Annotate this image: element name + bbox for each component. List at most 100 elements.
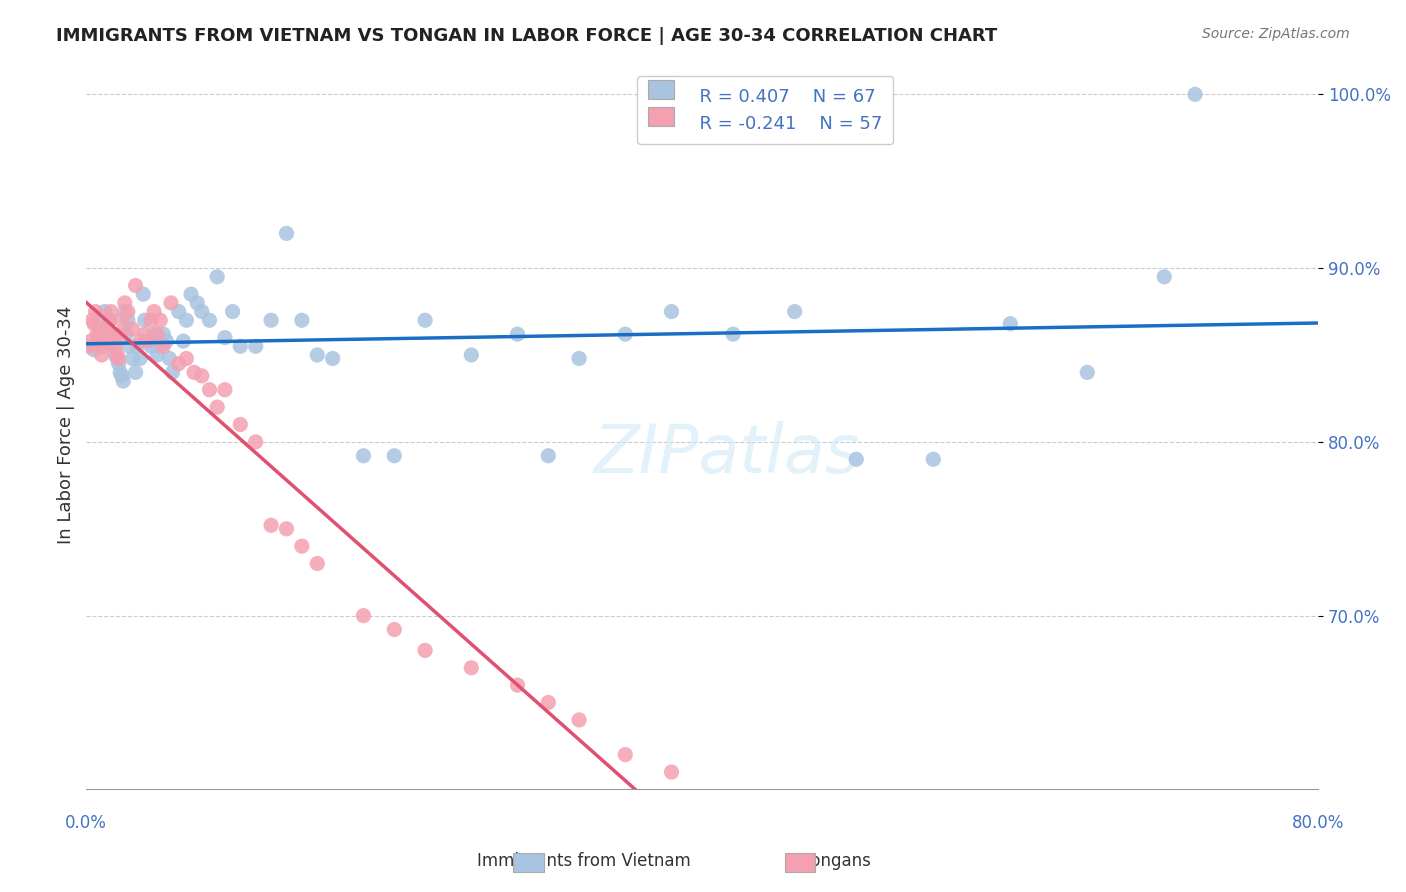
- Point: [191, 304, 214, 318]
- Point: [721, 327, 744, 342]
- Point: [180, 287, 202, 301]
- Point: [115, 327, 138, 342]
- Point: [176, 313, 198, 327]
- Point: [245, 434, 267, 449]
- Point: [82, 313, 104, 327]
- Point: [1184, 87, 1206, 102]
- Point: [214, 383, 236, 397]
- Point: [98, 313, 121, 327]
- Point: [146, 348, 169, 362]
- Text: Immigrants from Vietnam: Immigrants from Vietnam: [477, 852, 690, 870]
- Point: [114, 296, 136, 310]
- Point: [91, 339, 114, 353]
- Point: [191, 368, 214, 383]
- Point: [614, 747, 637, 762]
- Point: [94, 334, 117, 348]
- Point: [291, 313, 314, 327]
- Point: [90, 327, 112, 342]
- Point: [460, 661, 482, 675]
- Point: [107, 351, 129, 366]
- Point: [117, 304, 139, 318]
- Point: [80, 334, 103, 348]
- Text: 0.0%: 0.0%: [65, 814, 107, 832]
- Point: [86, 327, 108, 342]
- Point: [1076, 365, 1098, 379]
- Text: Tongans: Tongans: [803, 852, 870, 870]
- Point: [162, 365, 184, 379]
- Point: [104, 348, 127, 362]
- Point: [117, 313, 139, 327]
- Point: [661, 764, 683, 779]
- Point: [413, 643, 436, 657]
- Point: [108, 327, 131, 342]
- Text: 80.0%: 80.0%: [1292, 814, 1344, 832]
- Point: [506, 678, 529, 692]
- Point: [139, 313, 162, 327]
- Point: [413, 313, 436, 327]
- Point: [214, 330, 236, 344]
- Point: [134, 313, 156, 327]
- Point: [155, 334, 177, 348]
- Point: [127, 339, 149, 353]
- Point: [124, 278, 146, 293]
- Point: [307, 557, 329, 571]
- Point: [506, 327, 529, 342]
- Point: [94, 304, 117, 318]
- Point: [79, 339, 101, 353]
- Point: [129, 334, 152, 348]
- Point: [84, 304, 107, 318]
- Point: [291, 539, 314, 553]
- Point: [103, 334, 125, 348]
- Point: [382, 623, 405, 637]
- Point: [114, 304, 136, 318]
- Point: [167, 357, 190, 371]
- Point: [229, 417, 252, 432]
- Point: [146, 327, 169, 342]
- Point: [568, 351, 591, 366]
- Point: [159, 351, 181, 366]
- Point: [97, 327, 120, 342]
- Point: [198, 313, 221, 327]
- Point: [221, 304, 243, 318]
- Point: [245, 339, 267, 353]
- Point: [96, 334, 118, 348]
- Point: [783, 304, 806, 318]
- Point: [229, 339, 252, 353]
- Point: [143, 327, 166, 342]
- Point: [134, 327, 156, 342]
- Point: [118, 339, 141, 353]
- Point: [111, 368, 134, 383]
- Point: [149, 339, 172, 353]
- Point: [167, 304, 190, 318]
- Point: [198, 383, 221, 397]
- Point: [139, 339, 162, 353]
- Point: [87, 317, 110, 331]
- Point: [101, 327, 124, 342]
- Point: [661, 304, 683, 318]
- Point: [96, 322, 118, 336]
- Point: [260, 518, 283, 533]
- Point: [922, 452, 945, 467]
- Point: [90, 348, 112, 362]
- Point: [121, 322, 143, 336]
- Point: [124, 365, 146, 379]
- Text: Source: ZipAtlas.com: Source: ZipAtlas.com: [1202, 27, 1350, 41]
- Point: [136, 334, 159, 348]
- Point: [152, 339, 174, 353]
- Point: [108, 365, 131, 379]
- Point: [100, 330, 122, 344]
- Point: [172, 334, 194, 348]
- Point: [205, 269, 228, 284]
- Legend:   R = 0.407    N = 67,   R = -0.241    N = 57: R = 0.407 N = 67, R = -0.241 N = 57: [637, 76, 893, 144]
- Point: [614, 327, 637, 342]
- Point: [537, 449, 560, 463]
- Point: [112, 374, 135, 388]
- Point: [111, 313, 134, 327]
- Point: [353, 449, 375, 463]
- Point: [845, 452, 868, 467]
- Point: [276, 227, 298, 241]
- Point: [132, 287, 155, 301]
- Point: [149, 313, 172, 327]
- Point: [103, 339, 125, 353]
- Text: IMMIGRANTS FROM VIETNAM VS TONGAN IN LABOR FORCE | AGE 30-34 CORRELATION CHART: IMMIGRANTS FROM VIETNAM VS TONGAN IN LAB…: [56, 27, 997, 45]
